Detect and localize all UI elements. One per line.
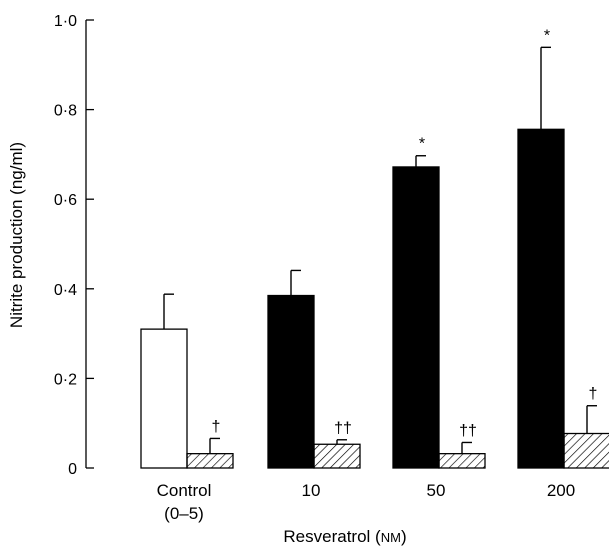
bar-solid (392, 166, 440, 469)
bar-solid (140, 328, 188, 469)
x-tick-label: 50 (427, 481, 446, 500)
significance-marker: * (419, 136, 425, 153)
significance-marker: † (212, 418, 221, 435)
y-tick-label: 0 (68, 461, 77, 478)
labels: Nitrite production (ng/ml) Resveratrol (… (7, 142, 407, 546)
y-tick-label: 0·2 (54, 371, 77, 388)
y-tick-label: 0·4 (54, 282, 77, 299)
y-tick-label: 0·6 (54, 192, 77, 209)
y-tick-label: 0·8 (54, 103, 77, 120)
x-tick-label: 200 (547, 481, 575, 500)
bar-hatched (313, 443, 361, 469)
x-tick-label: Control (157, 481, 212, 500)
bar-hatched (563, 432, 609, 469)
y-tick-label: 1·0 (54, 13, 77, 30)
significance-marker: †† (334, 420, 352, 437)
x-tick-label: 10 (302, 481, 321, 500)
bars: **† †† ††† (140, 27, 609, 469)
significance-marker: * (544, 27, 550, 44)
bar-hatched (186, 453, 234, 469)
bar-solid (517, 128, 565, 469)
bar-hatched (438, 453, 486, 469)
x-tick-label-sub: (0–5) (164, 504, 204, 523)
axes: 0 0·2 0·4 0·6 0·8 1·0 Control (0–5) 10 50 200 (54, 13, 575, 523)
significance-marker: †† (459, 422, 477, 439)
bar-solid (267, 294, 315, 469)
x-axis-label: Resveratrol (NM) (283, 527, 406, 546)
significance-marker: † (589, 386, 598, 403)
y-axis-label: Nitrite production (ng/ml) (7, 142, 26, 328)
